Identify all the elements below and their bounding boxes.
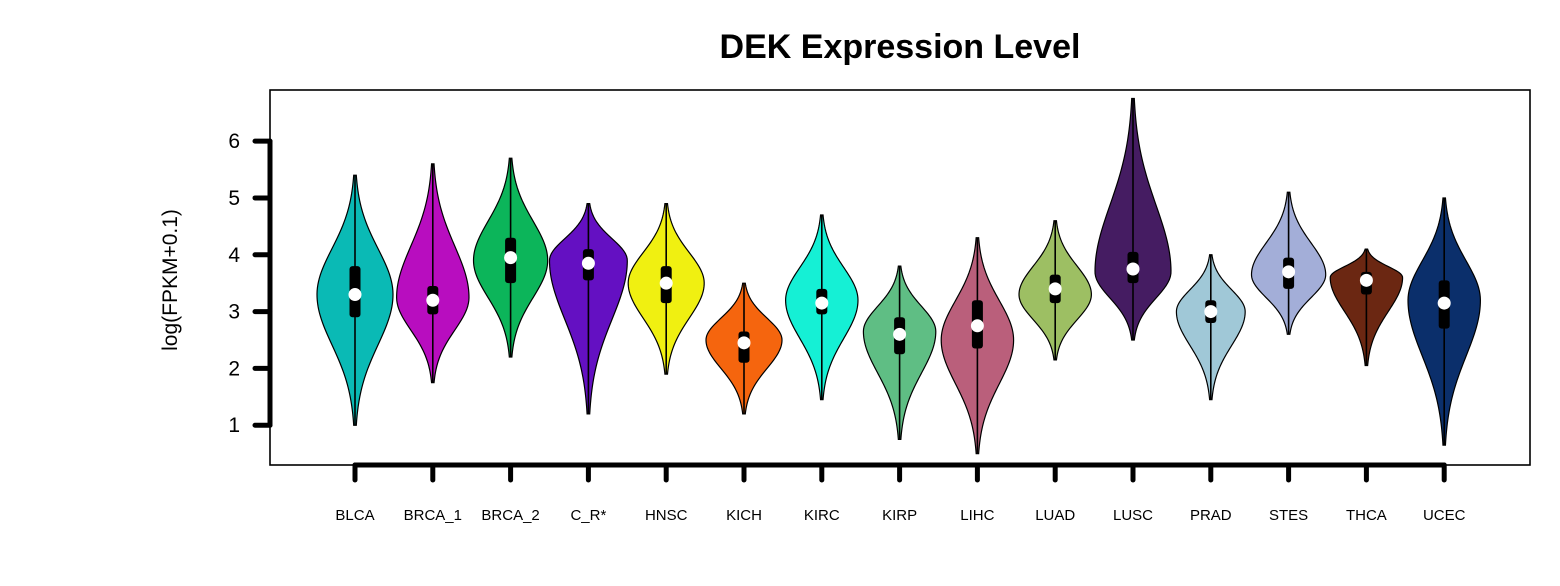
violin-prad (1175, 254, 1246, 401)
y-tick-label: 3 (228, 301, 240, 324)
x-tick-label: PRAD (1190, 507, 1232, 524)
y-tick-label: 4 (228, 244, 240, 267)
x-tick-label: KIRC (804, 507, 840, 524)
violin-median-dot (581, 256, 595, 270)
violin-stes (1250, 191, 1327, 335)
x-tick-label: STES (1269, 507, 1308, 524)
violin-median-dot (426, 293, 440, 307)
violin-median-dot (659, 276, 673, 290)
violin-luad (1018, 220, 1092, 361)
violin-median-dot (504, 251, 518, 265)
violin-median-dot (1359, 273, 1373, 287)
violin-brca-1 (396, 163, 470, 384)
x-tick-label: KIRP (882, 507, 917, 524)
violin-hnsc (627, 203, 705, 375)
violin-thca (1329, 248, 1404, 367)
y-tick-label: 2 (228, 357, 240, 380)
violin-blca (316, 174, 394, 426)
violin-median-dot (815, 296, 829, 310)
violin-c-r- (548, 203, 628, 415)
violin-median-dot (1437, 296, 1451, 310)
y-tick-label: 6 (228, 130, 240, 153)
violin-kich (705, 282, 783, 415)
x-tick-label: BRCA_1 (404, 507, 462, 524)
violin-lihc (940, 237, 1015, 455)
x-tick-label: LUSC (1113, 507, 1153, 524)
x-tick-label: LIHC (960, 507, 994, 524)
x-axis: BLCA BRCA_1 BRCA_2 C_R* HNSC KICH KIRC KIRP LIHC… (335, 462, 1466, 524)
x-tick-label: UCEC (1423, 507, 1466, 524)
x-tick-label: KICH (726, 507, 762, 524)
y-tick-label: 5 (228, 187, 240, 210)
violin-ucec (1407, 197, 1481, 446)
chart-title: DEK Expression Level (720, 28, 1081, 66)
violin-kirp (862, 265, 937, 441)
violin-median-dot (1126, 262, 1140, 276)
violin-median-dot (1282, 265, 1296, 279)
y-axis-label: log(FPKM+0.1) (159, 209, 182, 351)
violin-median-dot (1204, 305, 1218, 319)
violin-kirc (785, 214, 859, 401)
violin-brca-2 (472, 157, 549, 358)
x-tick-label: C_R* (570, 507, 606, 524)
violin-lusc (1094, 97, 1172, 341)
violin-median-dot (970, 319, 984, 333)
x-tick-label: BLCA (335, 507, 374, 524)
violins-layer (316, 97, 1481, 455)
y-tick-label: 1 (228, 414, 240, 437)
x-tick-label: LUAD (1035, 507, 1075, 524)
x-tick-label: THCA (1346, 507, 1387, 524)
x-tick-label: HNSC (645, 507, 688, 524)
violin-median-dot (348, 288, 362, 302)
violin-median-dot (737, 336, 751, 350)
violin-median-dot (893, 327, 907, 341)
y-axis: 1 2 3 4 5 6 (228, 130, 273, 437)
x-tick-label: BRCA_2 (481, 507, 539, 524)
violin-median-dot (1048, 282, 1062, 296)
